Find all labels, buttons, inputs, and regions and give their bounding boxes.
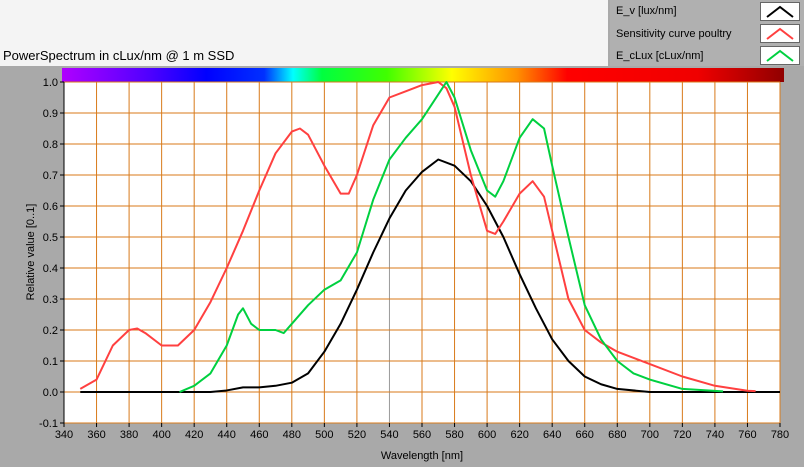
x-tick-label: 500	[315, 429, 333, 441]
x-tick-label: 420	[185, 429, 203, 441]
x-tick-label: 680	[608, 429, 626, 441]
x-tick-label: 720	[673, 429, 691, 441]
x-tick-label: 540	[380, 429, 398, 441]
y-tick-label: 0.1	[43, 356, 58, 368]
x-axis-label: Wavelength [nm]	[381, 450, 463, 462]
x-tick-label: 580	[445, 429, 463, 441]
legend-swatch-eclux[interactable]	[760, 46, 800, 65]
y-tick-label: 1.0	[43, 77, 58, 89]
x-tick-label: 660	[576, 429, 594, 441]
x-tick-label: 440	[218, 429, 236, 441]
legend-label-poultry: Sensitivity curve poultry	[616, 28, 732, 40]
x-tick-label: 560	[413, 429, 431, 441]
x-tick-label: 620	[510, 429, 528, 441]
y-tick-label: 0.8	[43, 139, 58, 151]
x-tick-label: 400	[152, 429, 170, 441]
x-tick-label: 380	[120, 429, 138, 441]
legend-label-eclux: E_cLux [cLux/nm]	[616, 50, 704, 62]
x-tick-label: 600	[478, 429, 496, 441]
x-tick-label: 340	[55, 429, 73, 441]
series-line-0	[80, 158, 780, 393]
title-panel: PowerSpectrum in cLux/nm @ 1 m SSD	[0, 0, 608, 66]
y-tick-label: 0.0	[43, 387, 58, 399]
x-tick-label: 520	[348, 429, 366, 441]
series-line-1	[79, 81, 756, 393]
x-tick-label: 780	[771, 429, 789, 441]
x-tick-label: 760	[738, 429, 756, 441]
y-tick-label: -0.1	[39, 418, 58, 430]
x-tick-label: 740	[706, 429, 724, 441]
x-tick-label: 700	[641, 429, 659, 441]
legend: E_v [lux/nm] Sensitivity curve poultry E…	[610, 0, 804, 66]
y-tick-label: 0.9	[43, 108, 58, 120]
y-tick-label: 0.4	[43, 263, 58, 275]
spectrum-color-bar	[62, 68, 784, 82]
y-tick-label: 0.5	[43, 232, 58, 244]
chart-title: PowerSpectrum in cLux/nm @ 1 m SSD	[3, 48, 235, 63]
legend-label-ev: E_v [lux/nm]	[616, 5, 677, 17]
legend-swatch-ev[interactable]	[760, 2, 800, 21]
y-tick-label: 0.3	[43, 294, 58, 306]
y-tick-label: 0.7	[43, 170, 58, 182]
y-axis-label: Relative value [0..1]	[25, 204, 37, 301]
x-tick-label: 640	[543, 429, 561, 441]
y-tick-label: 0.2	[43, 325, 58, 337]
x-tick-label: 480	[283, 429, 301, 441]
series-line-2	[179, 81, 724, 393]
legend-swatch-poultry[interactable]	[760, 24, 800, 43]
y-tick-label: 0.6	[43, 201, 58, 213]
x-tick-label: 360	[87, 429, 105, 441]
x-tick-label: 460	[250, 429, 268, 441]
